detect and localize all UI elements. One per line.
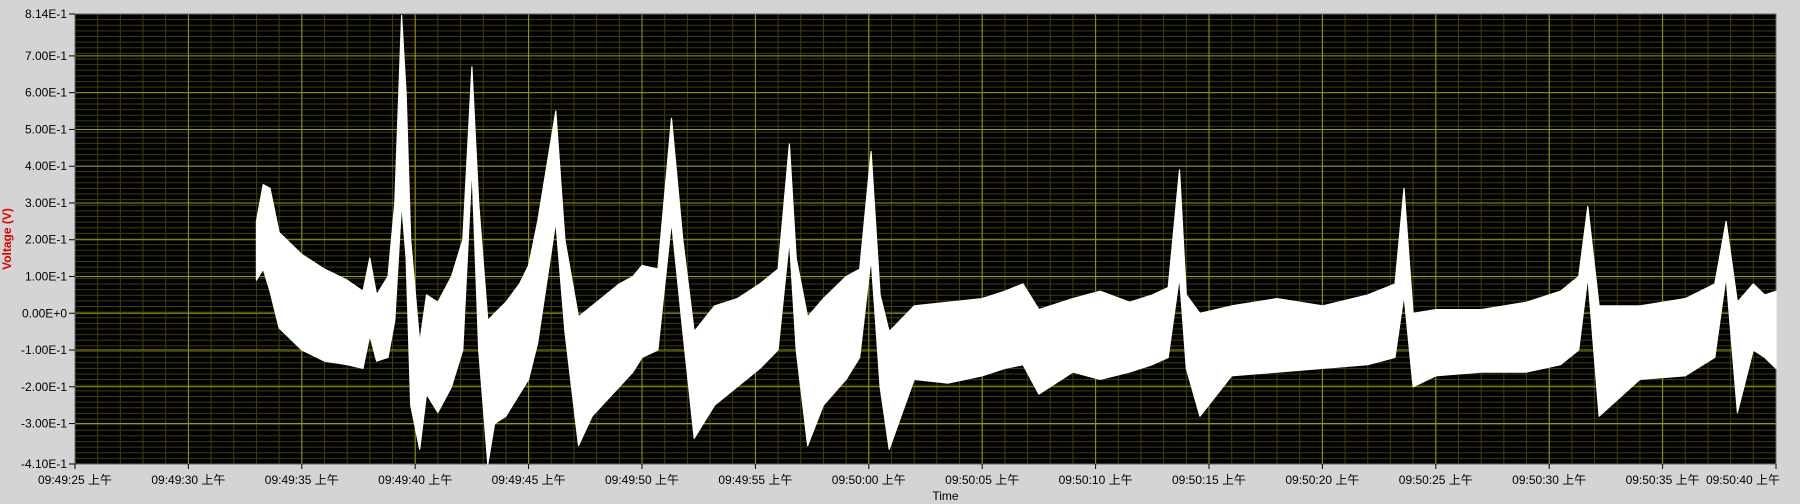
x-tick-label: 09:49:35 上午 [265, 473, 339, 487]
x-tick-label: 09:49:55 上午 [718, 473, 792, 487]
x-tick-label: 09:49:40 上午 [378, 473, 452, 487]
y-tick-label: 5.00E-1 [25, 122, 67, 136]
x-tick-label: 09:50:25 上午 [1399, 473, 1473, 487]
x-tick-label: 09:50:30 上午 [1512, 473, 1586, 487]
x-axis-title: Time [932, 489, 959, 503]
y-tick-label: 1.00E-1 [25, 270, 67, 284]
y-tick-label: 4.00E-1 [25, 159, 67, 173]
x-tick-label: 09:50:20 上午 [1285, 473, 1359, 487]
y-axis-title: Voltage (V) [0, 208, 14, 270]
x-tick-label: 09:50:00 上午 [832, 473, 906, 487]
x-tick-label: 09:49:50 上午 [605, 473, 679, 487]
x-tick-label: 09:50:35 上午 [1626, 473, 1700, 487]
y-axis: 8.14E-1 7.00E-1 6.00E-1 5.00E-1 4.00E-1 3.00E… [21, 7, 75, 471]
x-tick-label: 09:49:45 上午 [492, 473, 566, 487]
y-tick-label: 3.00E-1 [25, 196, 67, 210]
x-tick-label: 09:49:30 上午 [151, 473, 225, 487]
y-tick-label: 8.14E-1 [25, 7, 67, 21]
y-tick-label: -4.10E-1 [21, 457, 67, 471]
x-tick-label: 09:50:40 上午 [1706, 473, 1780, 487]
minor-grid [75, 14, 1776, 464]
x-axis: 09:49:25 上午 09:49:30 上午 09:49:35 上午 09:49:4… [38, 464, 1780, 487]
x-tick-label: 09:50:05 上午 [945, 473, 1019, 487]
y-tick-label: 6.00E-1 [25, 86, 67, 100]
x-tick-label: 09:50:15 上午 [1172, 473, 1246, 487]
plot-border [74, 13, 1777, 465]
y-tick-label: -1.00E-1 [21, 343, 67, 357]
y-tick-label: -2.00E-1 [21, 380, 67, 394]
y-tick-label: 0.00E+0 [22, 306, 67, 320]
y-tick-label: -3.00E-1 [21, 417, 67, 431]
y-tick-label: 7.00E-1 [25, 49, 67, 63]
x-tick-label: 09:50:10 上午 [1059, 473, 1133, 487]
voltage-trace [255, 14, 1777, 465]
major-grid [74, 13, 1777, 465]
trace-layer [255, 14, 1777, 465]
x-tick-label: 09:49:25 上午 [38, 473, 112, 487]
y-tick-label: 2.00E-1 [25, 233, 67, 247]
